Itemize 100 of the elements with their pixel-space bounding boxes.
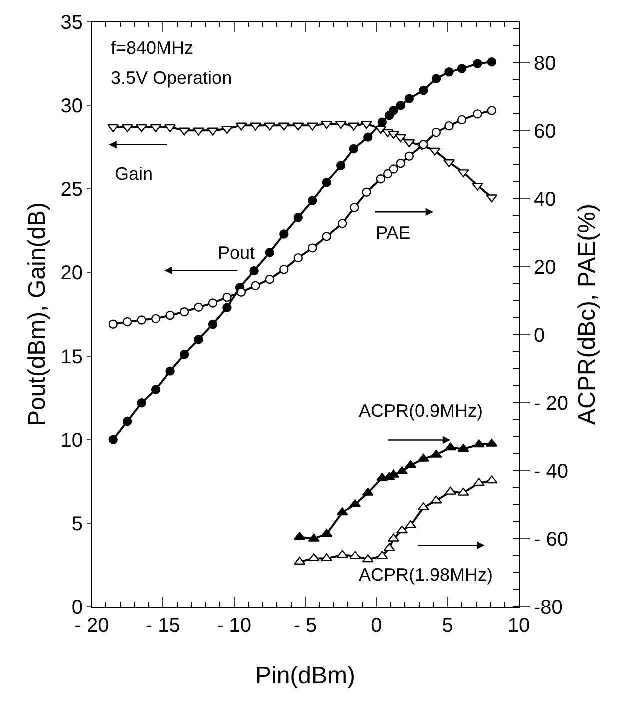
point xyxy=(264,122,276,131)
point xyxy=(473,110,482,119)
point xyxy=(404,94,414,104)
point xyxy=(389,164,398,174)
y2-tick-label: 60 xyxy=(534,120,556,143)
point xyxy=(362,554,374,563)
point xyxy=(362,488,374,496)
point xyxy=(419,140,428,150)
point xyxy=(137,398,146,408)
point xyxy=(308,534,320,542)
point xyxy=(395,134,407,142)
point xyxy=(376,551,388,560)
point xyxy=(458,170,470,178)
annotation: PAE xyxy=(376,223,411,243)
point xyxy=(280,265,289,274)
point xyxy=(396,158,406,168)
point xyxy=(349,144,358,154)
point xyxy=(236,122,248,131)
y-tick-label: 30 xyxy=(60,96,83,118)
point xyxy=(208,320,218,330)
point xyxy=(108,320,118,329)
point xyxy=(222,292,232,302)
point xyxy=(375,126,387,134)
y2-tick-label: - 20 xyxy=(534,392,568,415)
point xyxy=(294,212,303,222)
point xyxy=(251,281,260,291)
point xyxy=(430,496,442,504)
point xyxy=(473,59,482,68)
x-tick-label: 10 xyxy=(508,615,530,637)
point xyxy=(137,316,146,325)
point xyxy=(389,106,398,116)
point xyxy=(265,248,275,258)
point xyxy=(194,334,204,344)
point xyxy=(444,68,454,77)
point xyxy=(136,124,148,132)
point xyxy=(348,122,360,131)
y-axis-title: Pout(dBm), Gain(dB) xyxy=(24,202,51,427)
y2-tick-label: - 60 xyxy=(534,528,568,551)
y2-tick-label: - 40 xyxy=(534,460,568,483)
point xyxy=(250,122,262,131)
y2-tick-label: 80 xyxy=(534,52,556,75)
annotation: ACPR(1.98MHz) xyxy=(359,565,494,585)
point xyxy=(180,350,190,360)
point xyxy=(360,121,372,130)
point xyxy=(166,310,175,320)
y2-tick-label: 0 xyxy=(534,324,546,347)
point xyxy=(338,219,348,228)
point xyxy=(404,152,414,161)
y2-tick-label: 20 xyxy=(534,256,556,279)
point xyxy=(487,106,497,116)
x-axis-title: Pin(dBm) xyxy=(255,662,356,690)
point xyxy=(457,115,467,125)
point xyxy=(321,554,333,562)
point xyxy=(384,543,396,552)
point xyxy=(458,444,470,452)
point xyxy=(444,442,456,451)
y2-tick-label: 40 xyxy=(534,188,556,211)
annotation: f=840MHz xyxy=(111,38,194,58)
point xyxy=(151,385,161,394)
annotation: Gain xyxy=(115,164,154,184)
point xyxy=(208,298,218,308)
y-tick-label: 10 xyxy=(60,430,83,452)
point xyxy=(294,253,303,263)
point xyxy=(308,196,318,206)
point xyxy=(122,317,132,327)
y-tick-label: 35 xyxy=(60,12,83,34)
annotation: ACPR(0.9MHz) xyxy=(359,401,484,421)
point xyxy=(336,550,348,558)
annotation: Pout xyxy=(218,243,256,263)
point xyxy=(308,244,318,253)
point xyxy=(432,128,442,138)
point xyxy=(280,230,289,239)
point xyxy=(396,100,406,110)
y-tick-label: 15 xyxy=(60,346,83,368)
point xyxy=(108,124,120,132)
point xyxy=(321,529,333,538)
x-tick-label: 5 xyxy=(442,615,454,637)
point xyxy=(405,520,417,529)
point xyxy=(122,124,134,132)
point xyxy=(236,288,246,297)
point xyxy=(432,74,442,84)
point xyxy=(335,121,347,130)
point xyxy=(180,308,190,317)
point xyxy=(486,476,498,484)
point xyxy=(350,203,360,212)
point xyxy=(364,132,373,142)
point xyxy=(108,435,118,444)
point xyxy=(378,118,387,127)
point xyxy=(429,148,441,156)
x-tick-label: - 10 xyxy=(217,615,252,637)
point xyxy=(362,188,372,197)
point xyxy=(419,86,428,96)
point xyxy=(486,194,498,203)
point xyxy=(122,416,132,426)
x-tick-label: - 15 xyxy=(146,615,180,637)
point xyxy=(322,178,332,188)
point xyxy=(350,551,362,560)
point xyxy=(250,266,259,276)
point xyxy=(473,440,485,448)
x-tick-label: - 5 xyxy=(294,615,318,637)
